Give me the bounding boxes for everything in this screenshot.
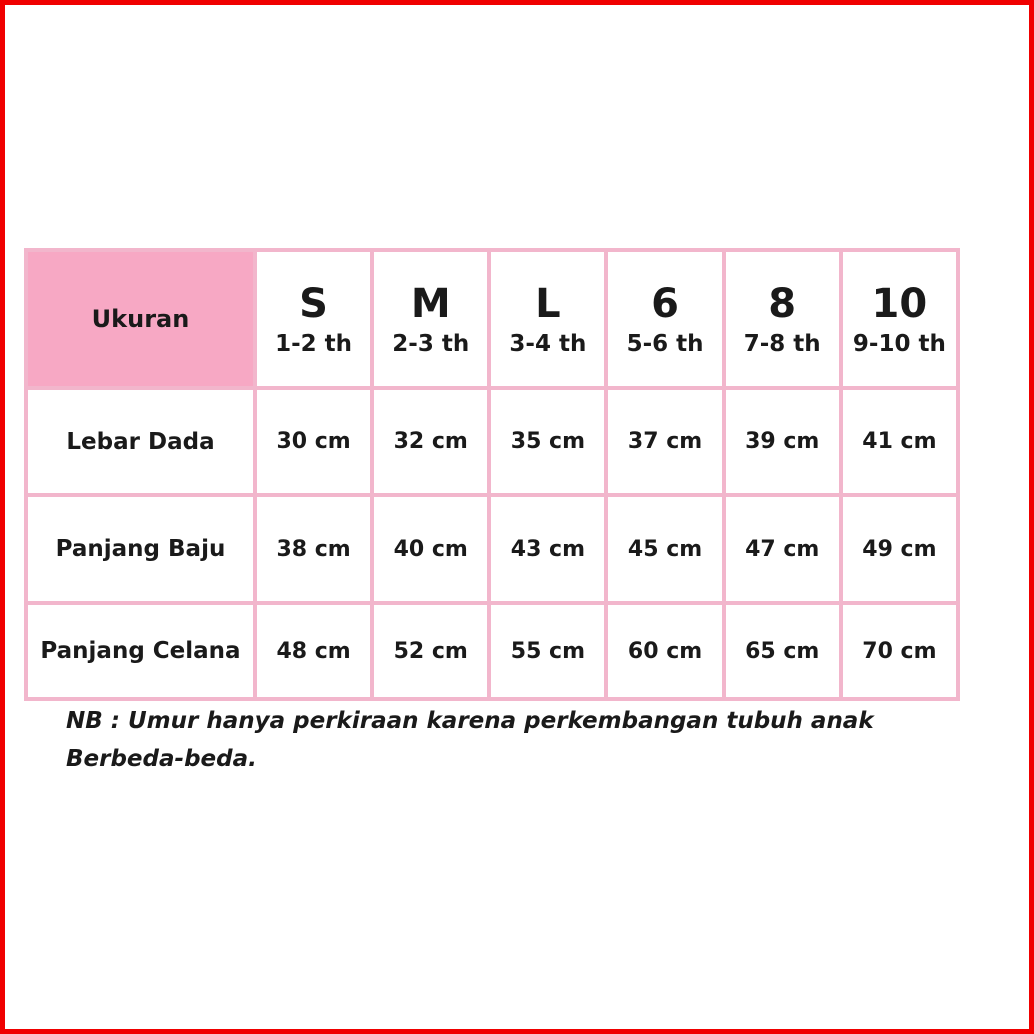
measurement-cell: 55 cm	[487, 601, 609, 701]
measurement-cell: 38 cm	[252, 493, 375, 605]
measurement-cell: 37 cm	[604, 386, 726, 497]
measurement-cell: 40 cm	[370, 493, 492, 605]
size-header: 6 5-6 th	[604, 248, 726, 390]
size-age: 5-6 th	[626, 331, 704, 357]
measurement-cell: 32 cm	[370, 386, 492, 497]
header-ukuran: Ukuran	[24, 248, 257, 390]
size-code: S	[299, 281, 328, 327]
measurement-cell: 70 cm	[838, 601, 961, 701]
size-age: 3-4 th	[509, 331, 587, 357]
row-label: Panjang Baju	[24, 493, 257, 605]
size-age: 2-3 th	[392, 331, 470, 357]
footnote: NB : Umur hanya perkiraan karena perkemb…	[66, 702, 874, 778]
size-code: 10	[871, 281, 928, 327]
measurement-cell: 65 cm	[721, 601, 843, 701]
size-code: L	[535, 281, 561, 327]
measurement-cell: 49 cm	[838, 493, 961, 605]
table-row: Panjang Baju 38 cm 40 cm 43 cm 45 cm 47 cm 49 …	[24, 493, 961, 605]
header-row: Ukuran S 1-2 th M 2-3 th L 3-4 th 6 5-6 th 8 7-8 …	[24, 248, 961, 390]
table-row: Panjang Celana 48 cm 52 cm 55 cm 60 cm 65 cm 7…	[24, 601, 961, 701]
measurement-cell: 43 cm	[487, 493, 609, 605]
table-row: Lebar Dada 30 cm 32 cm 35 cm 37 cm 39 cm 41 cm	[24, 386, 961, 497]
measurement-cell: 41 cm	[838, 386, 961, 497]
size-age: 9-10 th	[852, 331, 946, 357]
size-code: M	[410, 281, 451, 327]
size-chart-table: Ukuran S 1-2 th M 2-3 th L 3-4 th 6 5-6 th 8 7-8 …	[24, 248, 961, 701]
measurement-cell: 52 cm	[370, 601, 492, 701]
size-code: 8	[768, 281, 797, 327]
measurement-cell: 60 cm	[604, 601, 726, 701]
measurement-cell: 35 cm	[487, 386, 609, 497]
size-age: 7-8 th	[743, 331, 821, 357]
row-label: Panjang Celana	[24, 601, 257, 701]
measurement-cell: 48 cm	[252, 601, 375, 701]
footnote-line-2: Berbeda-beda.	[66, 746, 257, 772]
measurement-cell: 30 cm	[252, 386, 375, 497]
size-code: 6	[651, 281, 679, 327]
measurement-cell: 47 cm	[721, 493, 843, 605]
size-header: S 1-2 th	[252, 248, 375, 390]
measurement-cell: 45 cm	[604, 493, 726, 605]
size-age: 1-2 th	[275, 331, 353, 357]
footnote-line-1: NB : Umur hanya perkiraan karena perkemb…	[66, 708, 874, 734]
measurement-cell: 39 cm	[721, 386, 843, 497]
size-header: 10 9-10 th	[838, 248, 961, 390]
size-header: 8 7-8 th	[721, 248, 843, 390]
size-header: L 3-4 th	[487, 248, 609, 390]
row-label: Lebar Dada	[24, 386, 257, 497]
size-header: M 2-3 th	[370, 248, 492, 390]
